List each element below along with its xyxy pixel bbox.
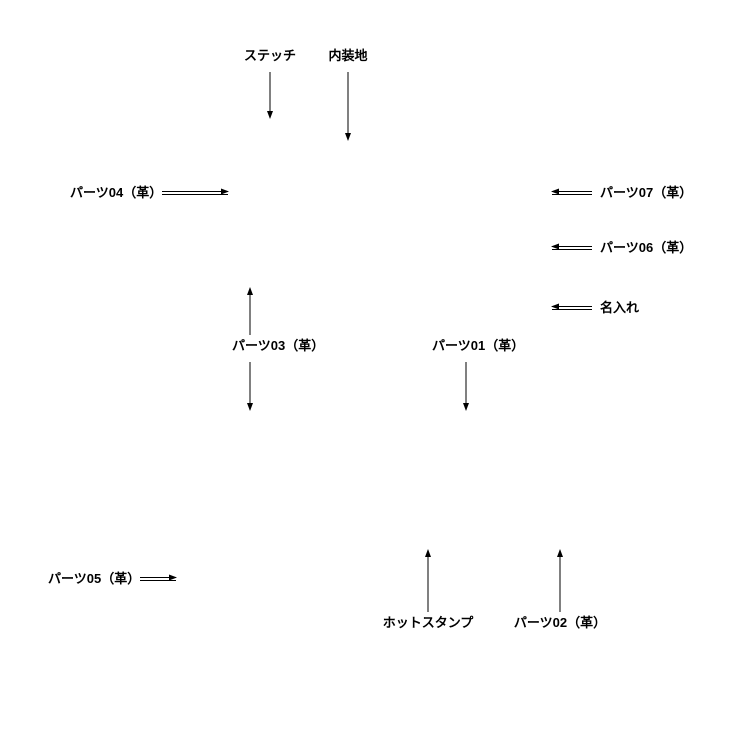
arrow-p04_right xyxy=(162,192,228,195)
labels-layer: ステッチ 内装地パーツ04（革） パーツ07（革） パーツ06（革） 名入れパーツ03（… xyxy=(48,48,692,630)
label-p07: パーツ07（革） xyxy=(600,185,692,200)
label-p05: パーツ05（革） xyxy=(48,571,140,586)
diagram-canvas: ステッチ 内装地パーツ04（革） パーツ07（革） パーツ06（革） 名入れパーツ03（… xyxy=(0,0,750,750)
label-p02: パーツ02（革） xyxy=(514,615,606,630)
label-p06: パーツ06（革） xyxy=(600,240,692,255)
arrow-p07_left xyxy=(552,192,592,195)
label-p01: パーツ01（革） xyxy=(432,338,524,353)
arrow-name_left xyxy=(552,307,592,310)
label-lining: 内装地 xyxy=(328,48,367,63)
label-name: 名入れ xyxy=(600,300,639,315)
label-stitch: ステッチ xyxy=(244,48,296,63)
label-hotstamp: ホットスタンプ xyxy=(383,615,475,630)
label-p03: パーツ03（革） xyxy=(232,338,324,353)
label-p04: パーツ04（革） xyxy=(70,185,162,200)
arrow-p05_right xyxy=(140,578,176,581)
arrow-p06_left xyxy=(552,247,592,250)
